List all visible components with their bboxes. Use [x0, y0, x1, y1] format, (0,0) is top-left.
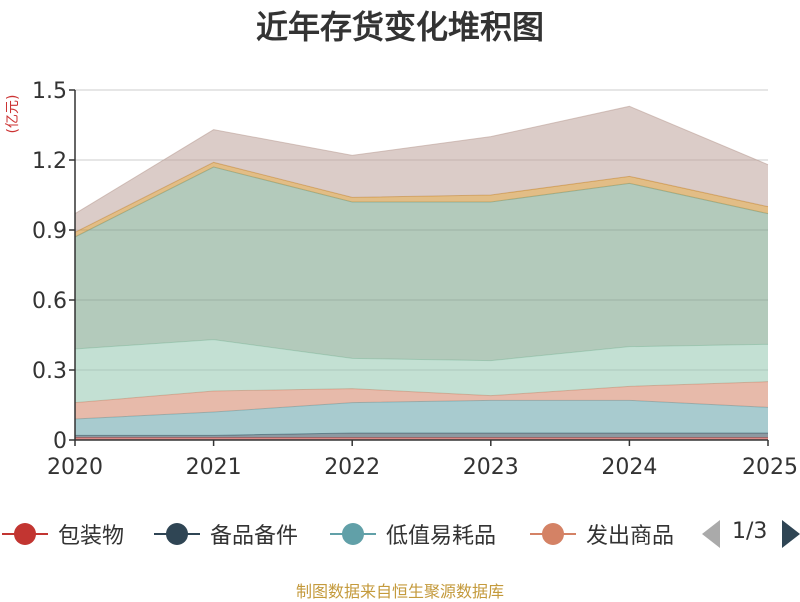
- area-series-line-8: [74, 105, 769, 215]
- legend-item-1[interactable]: 包装物: [0, 512, 124, 556]
- x-tick-label-0: 2020: [47, 455, 103, 480]
- area-series-4: [75, 381, 768, 419]
- y-tick-label-3: 0.9: [32, 219, 67, 244]
- legend-page-indicator: 1/3: [732, 519, 768, 544]
- y-tick-label-1: 0.3: [32, 359, 67, 384]
- y-tick-label-4: 1.2: [32, 149, 67, 174]
- legend: 包装物 备品备件 低值易耗品 发出商品: [0, 512, 800, 556]
- x-tick-label-1: 2021: [186, 455, 242, 480]
- legend-pager: 1/3: [700, 512, 800, 556]
- legend-item-4[interactable]: 发出商品: [528, 512, 674, 556]
- chart-title: 近年存货变化堆积图: [255, 8, 544, 46]
- legend-item-label: 包装物: [58, 524, 125, 549]
- legend-item-label: 低值易耗品: [386, 524, 497, 549]
- x-tick-label-3: 2023: [463, 455, 519, 480]
- legend-prev-page-icon[interactable]: [702, 520, 720, 548]
- area-series-5: [75, 339, 768, 403]
- x-tick-label-2: 2022: [324, 455, 380, 480]
- area-series-6: [75, 167, 768, 361]
- area-series-3: [75, 400, 768, 436]
- legend-items: 包装物 备品备件 低值易耗品 发出商品: [0, 512, 690, 556]
- legend-next-page-icon[interactable]: [782, 520, 800, 548]
- legend-swatch-icon: [0, 512, 50, 556]
- area-series-layer: [74, 105, 769, 440]
- legend-swatch-icon: [152, 512, 202, 556]
- axes: [69, 89, 769, 446]
- legend-swatch-icon: [328, 512, 378, 556]
- area-series-2: [75, 433, 768, 438]
- legend-item-3[interactable]: 低值易耗品: [328, 512, 496, 556]
- y-tick-label-0: 0: [53, 429, 67, 454]
- legend-item-label: 备品备件: [210, 524, 299, 549]
- y-tick-label-5: 1.5: [32, 79, 67, 104]
- legend-item-label: 发出商品: [586, 524, 675, 549]
- area-series-8: [75, 106, 768, 233]
- y-tick-label-2: 0.6: [32, 289, 67, 314]
- legend-swatch-icon: [528, 512, 578, 556]
- x-tick-label-4: 2024: [601, 455, 657, 480]
- legend-item-2[interactable]: 备品备件: [152, 512, 298, 556]
- data-source-note: 制图数据来自恒生聚源数据库: [295, 582, 504, 601]
- tick-labels: 0 0.3 0.6 0.9 1.2 1.5 2020 2021 2022 2023 2024 2025: [32, 79, 798, 480]
- x-tick-label-5: 2025: [742, 455, 798, 480]
